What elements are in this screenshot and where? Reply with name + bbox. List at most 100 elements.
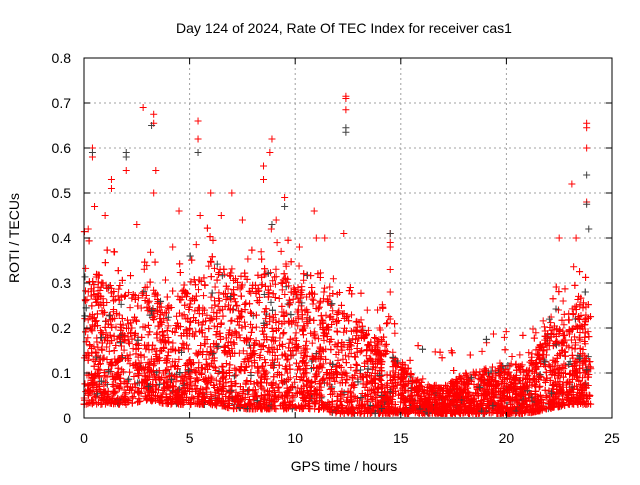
data-point xyxy=(118,301,125,308)
data-point xyxy=(215,269,222,276)
data-point xyxy=(91,363,98,370)
data-point xyxy=(383,320,390,327)
data-point xyxy=(162,276,169,283)
data-point xyxy=(193,241,200,248)
data-point xyxy=(287,311,294,318)
data-point xyxy=(516,351,523,358)
data-point xyxy=(419,375,426,382)
data-point xyxy=(147,279,154,286)
data-point xyxy=(565,310,572,317)
data-point xyxy=(560,297,567,304)
data-point xyxy=(82,296,89,303)
data-point xyxy=(347,364,354,371)
data-point xyxy=(572,346,579,353)
data-point xyxy=(467,351,474,358)
data-point xyxy=(126,369,133,376)
data-point xyxy=(209,253,216,260)
data-points xyxy=(81,93,595,417)
data-point xyxy=(509,353,516,360)
data-point xyxy=(576,334,583,341)
data-point xyxy=(208,294,215,301)
data-point xyxy=(327,346,334,353)
data-point xyxy=(326,283,333,290)
data-point xyxy=(296,262,303,269)
data-point xyxy=(169,287,176,294)
data-point xyxy=(321,285,328,292)
data-point xyxy=(227,389,234,396)
data-point xyxy=(102,259,109,266)
data-point xyxy=(276,295,283,302)
data-point xyxy=(246,300,253,307)
data-point xyxy=(272,266,279,273)
data-point xyxy=(503,328,510,335)
data-point xyxy=(278,248,285,255)
data-point xyxy=(391,330,398,337)
data-point xyxy=(300,277,307,284)
data-point xyxy=(200,292,207,299)
data-point xyxy=(268,225,275,232)
data-point xyxy=(104,247,111,254)
data-point xyxy=(215,289,222,296)
data-point xyxy=(212,283,219,290)
data-point xyxy=(169,339,176,346)
data-point xyxy=(177,269,184,276)
data-point xyxy=(138,304,145,311)
data-point xyxy=(243,338,250,345)
data-point xyxy=(93,339,100,346)
data-point xyxy=(357,366,364,373)
data-point xyxy=(208,273,215,280)
data-point xyxy=(479,348,486,355)
data-point xyxy=(146,346,153,353)
data-point xyxy=(227,318,234,325)
data-point xyxy=(490,330,497,337)
data-point xyxy=(334,357,341,364)
data-point xyxy=(158,304,165,311)
data-point xyxy=(310,301,317,308)
data-point xyxy=(330,275,337,282)
data-point xyxy=(179,340,186,347)
data-point xyxy=(102,379,109,386)
data-point xyxy=(383,341,390,348)
data-point xyxy=(329,307,336,314)
data-point xyxy=(570,263,577,270)
data-point xyxy=(249,324,256,331)
data-point xyxy=(91,314,98,321)
data-point xyxy=(541,323,548,330)
data-point xyxy=(300,377,307,384)
chart-title: Day 124 of 2024, Rate Of TEC Index for r… xyxy=(176,20,512,36)
data-point xyxy=(81,273,88,280)
data-point xyxy=(244,256,251,263)
data-point xyxy=(195,286,202,293)
data-point xyxy=(353,361,360,368)
data-point xyxy=(127,304,134,311)
data-point xyxy=(310,297,317,304)
data-point xyxy=(582,289,589,296)
data-point xyxy=(228,317,235,324)
data-point xyxy=(147,249,154,256)
data-point xyxy=(176,260,183,267)
data-point xyxy=(209,290,216,297)
data-point xyxy=(303,338,310,345)
data-point xyxy=(300,270,307,277)
data-point xyxy=(213,331,220,338)
data-point xyxy=(271,273,278,280)
data-point xyxy=(280,330,287,337)
data-point xyxy=(110,297,117,304)
data-point xyxy=(293,329,300,336)
data-point xyxy=(419,346,426,353)
data-point xyxy=(360,380,367,387)
data-point xyxy=(321,337,328,344)
data-point xyxy=(231,373,238,380)
data-point xyxy=(221,344,228,351)
data-point xyxy=(310,317,317,324)
data-point xyxy=(85,316,92,323)
data-point xyxy=(579,304,586,311)
data-point xyxy=(208,375,215,382)
data-point xyxy=(519,332,526,339)
data-point xyxy=(82,265,89,272)
data-point xyxy=(258,248,265,255)
data-point xyxy=(96,287,103,294)
data-point xyxy=(219,313,226,320)
data-point xyxy=(364,307,371,314)
